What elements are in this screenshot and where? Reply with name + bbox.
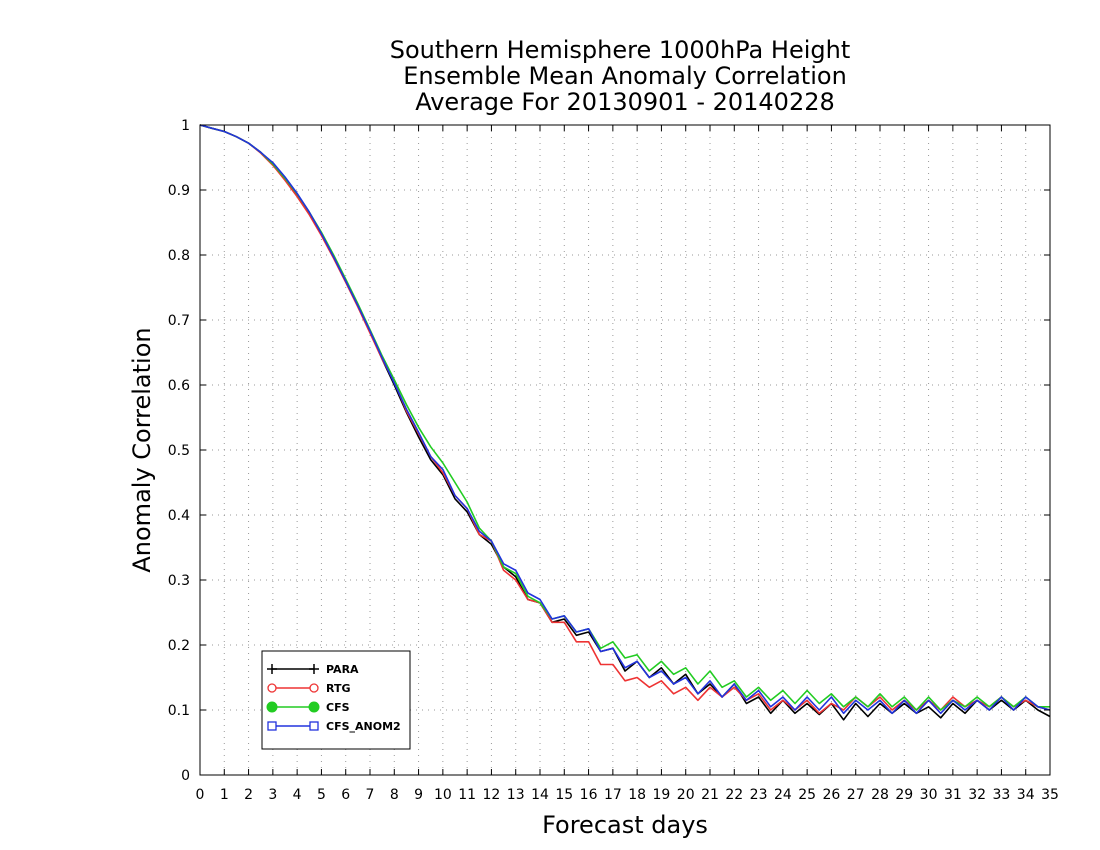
x-tick-label: 6 — [341, 787, 350, 803]
x-tick-label: 15 — [555, 787, 573, 803]
x-tick-label: 14 — [531, 787, 549, 803]
series-line-para — [199, 124, 1051, 721]
x-tick-label: 3 — [268, 787, 277, 803]
x-tick-label: 9 — [414, 787, 423, 803]
x-tick-label: 23 — [750, 787, 768, 803]
y-tick-label: 0.5 — [168, 443, 190, 459]
x-axis-ticks: 0 1 2 3 4 5 6 7 8 9 10 11 12 13 14 15 16 17 18 19 20 21 22 23 24… — [196, 125, 1059, 803]
x-tick-label: 11 — [458, 787, 476, 803]
chart-title-line-2: Ensemble Mean Anomaly Correlation — [403, 62, 847, 90]
legend-label-cfs-anom2: CFS_ANOM2 — [326, 720, 401, 733]
x-tick-label: 20 — [677, 787, 695, 803]
series-lines — [199, 124, 1051, 721]
series-line-cfs — [199, 124, 1050, 711]
x-tick-label: 30 — [920, 787, 938, 803]
chart-title-line-3: Average For 20130901 - 20140228 — [415, 88, 835, 116]
x-axis-label: Forecast days — [542, 811, 708, 839]
x-tick-label: 10 — [434, 787, 452, 803]
legend-box — [261, 650, 411, 750]
x-tick-label: 0 — [196, 787, 205, 803]
y-tick-label: 0.8 — [168, 248, 190, 264]
legend-marker-cfs-anom2 — [267, 721, 277, 731]
y-tick-label: 0.9 — [168, 183, 190, 199]
grid-lines — [200, 125, 1050, 775]
y-tick-label: 0.3 — [168, 573, 190, 589]
y-tick-label: 1 — [181, 118, 190, 134]
chart-title: Southern Hemisphere 1000hPa Height Ensem… — [390, 36, 850, 116]
x-tick-label: 24 — [774, 787, 792, 803]
y-tick-label: 0.4 — [168, 508, 190, 524]
x-tick-label: 17 — [604, 787, 622, 803]
x-tick-label: 19 — [653, 787, 671, 803]
legend-marker-cfs — [266, 701, 278, 713]
legend: PARA RTG CFS CFS_ANOM2 — [261, 650, 411, 750]
legend-label-para: PARA — [326, 663, 359, 676]
x-tick-label: 21 — [701, 787, 719, 803]
y-axis-label: Anomaly Correlation — [128, 327, 156, 572]
x-tick-label: 4 — [293, 787, 302, 803]
x-tick-label: 18 — [628, 787, 646, 803]
x-tick-label: 1 — [220, 787, 229, 803]
x-tick-label: 31 — [944, 787, 962, 803]
x-tick-label: 29 — [895, 787, 913, 803]
x-tick-label: 27 — [847, 787, 865, 803]
x-tick-label: 16 — [580, 787, 598, 803]
legend-label-rtg: RTG — [326, 682, 351, 695]
x-tick-label: 13 — [507, 787, 525, 803]
x-tick-label: 7 — [366, 787, 375, 803]
y-tick-label: 0.7 — [168, 313, 190, 329]
x-tick-label: 33 — [993, 787, 1011, 803]
x-tick-label: 32 — [968, 787, 986, 803]
y-tick-label: 0.2 — [168, 638, 190, 654]
x-tick-label: 26 — [823, 787, 841, 803]
chart-title-line-1: Southern Hemisphere 1000hPa Height — [390, 36, 850, 64]
legend-marker-cfs-anom2 — [309, 721, 319, 731]
x-tick-label: 8 — [390, 787, 399, 803]
legend-marker-rtg — [267, 683, 277, 693]
series-line-cfs-anom2 — [199, 124, 1051, 715]
legend-marker-cfs — [308, 701, 320, 713]
legend-marker-rtg — [309, 683, 319, 693]
x-tick-label: 28 — [871, 787, 889, 803]
series-line-rtg — [199, 124, 1051, 715]
x-tick-label: 35 — [1041, 787, 1059, 803]
y-tick-label: 0 — [181, 768, 190, 784]
y-tick-label: 0.6 — [168, 378, 190, 394]
x-tick-label: 25 — [798, 787, 816, 803]
x-tick-label: 22 — [725, 787, 743, 803]
x-tick-label: 5 — [317, 787, 326, 803]
y-axis-ticks: 0 0.1 0.2 0.3 0.4 0.5 0.6 0.7 0.8 0.9 1 — [168, 118, 1050, 784]
y-tick-label: 0.1 — [168, 703, 190, 719]
x-tick-label: 34 — [1017, 787, 1035, 803]
legend-label-cfs: CFS — [326, 701, 350, 714]
x-tick-label: 12 — [483, 787, 501, 803]
x-tick-label: 2 — [244, 787, 253, 803]
